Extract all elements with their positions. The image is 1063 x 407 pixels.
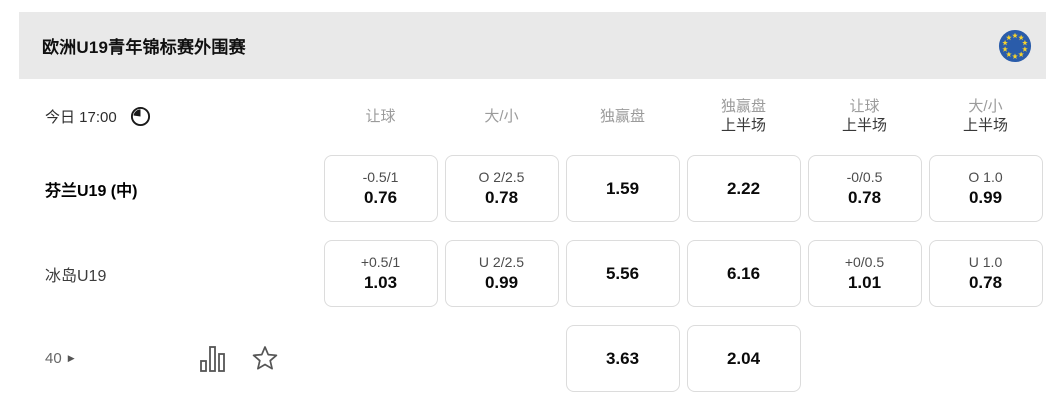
more-cell: 40 ▶ (19, 325, 320, 392)
kickoff-time: 今日 17:00 (45, 108, 117, 126)
odds-value: 0.76 (363, 188, 398, 207)
bar-chart-icon (199, 346, 225, 372)
odds-value: 3.63 (605, 348, 640, 368)
odds-value: 6.16 (726, 263, 761, 283)
odds-box-draw-first-half[interactable]: 2.04 (686, 325, 801, 392)
odds-box-win-home[interactable]: 1.59 (565, 155, 680, 222)
odds-value: 2.22 (726, 178, 761, 198)
col-header-handicap: 让球 (365, 107, 396, 125)
chevron-right-icon: ▶ (67, 353, 75, 363)
col-header-win-first-half: 独赢盘 上半场 (720, 98, 766, 134)
odds-box-handicap-first-half-away[interactable]: +0/0.5 1.01 (807, 240, 922, 307)
odds-value: 0.78 (484, 188, 519, 207)
col-header-handicap-first-half: 让球 上半场 (841, 98, 887, 134)
team-cell: 芬兰U19 (中) (19, 155, 320, 222)
col-header-over-under: 大/小 (484, 107, 519, 125)
draw-row: 40 ▶ 3.63 2.04 (19, 325, 1046, 392)
odds-label: O 1.0 (968, 169, 1003, 185)
match-row-away: 冰岛U19 +0.5/1 1.03 U 2/2.5 0.99 5.56 6.16… (19, 240, 1046, 307)
team-cell: 冰岛U19 (19, 240, 320, 307)
odds-value: 1.03 (363, 273, 398, 292)
team-name-away: 冰岛U19 (45, 267, 107, 285)
odds-box-draw[interactable]: 3.63 (565, 325, 680, 392)
odds-value: 0.99 (484, 273, 519, 292)
odds-label: -0.5/1 (362, 169, 399, 185)
odds-value: 1.01 (847, 273, 882, 292)
odds-box-handicap-home[interactable]: -0.5/1 0.76 (323, 155, 438, 222)
odds-label: O 2/2.5 (478, 169, 525, 185)
odds-page: 欧洲U19青年锦标赛外围赛 今日 17:00 (0, 12, 1063, 407)
odds-box-over-under-away[interactable]: U 2/2.5 0.99 (444, 240, 559, 307)
league-title: 欧洲U19青年锦标赛外围赛 (42, 38, 246, 57)
odds-value: 0.78 (847, 188, 882, 207)
col-header-win: 独赢盘 (599, 107, 645, 125)
odds-label: -0/0.5 (846, 169, 883, 185)
eu-flag-stars (1002, 32, 1028, 59)
clock-icon (130, 106, 150, 126)
star-icon (252, 346, 277, 370)
stats-button[interactable] (199, 344, 226, 373)
odds-box-handicap-away[interactable]: +0.5/1 1.03 (323, 240, 438, 307)
odds-value: 0.99 (968, 188, 1003, 207)
odds-box-win-away[interactable]: 5.56 (565, 240, 680, 307)
odds-label: U 2/2.5 (478, 254, 525, 270)
kickoff-cell: 今日 17:00 (19, 93, 320, 139)
favorite-button[interactable] (251, 344, 279, 373)
match-row-home: 芬兰U19 (中) -0.5/1 0.76 O 2/2.5 0.78 1.59 … (19, 155, 1046, 222)
league-header-bar[interactable]: 欧洲U19青年锦标赛外围赛 (19, 12, 1046, 79)
col-header-over-under-first-half: 大/小 上半场 (962, 98, 1008, 134)
more-markets-count: 40 (45, 350, 62, 367)
odds-value: 0.78 (968, 273, 1003, 292)
odds-label: +0.5/1 (360, 254, 401, 270)
odds-box-handicap-first-half-home[interactable]: -0/0.5 0.78 (807, 155, 922, 222)
odds-box-over-under-first-half-away[interactable]: U 1.0 0.78 (928, 240, 1043, 307)
more-markets-link[interactable]: 40 ▶ (45, 350, 75, 367)
odds-value: 2.04 (726, 348, 761, 368)
odds-box-win-first-half-home[interactable]: 2.22 (686, 155, 801, 222)
columns-header-row: 今日 17:00 让球 大/小 独赢盘 独赢盘 上半场 让球 上半场 大/小 上… (19, 93, 1046, 139)
team-name-home: 芬兰U19 (中) (45, 182, 138, 200)
eu-flag-icon (998, 29, 1032, 62)
odds-box-over-under-first-half-home[interactable]: O 1.0 0.99 (928, 155, 1043, 222)
odds-box-win-first-half-away[interactable]: 6.16 (686, 240, 801, 307)
odds-value: 5.56 (605, 263, 640, 283)
odds-label: U 1.0 (968, 254, 1003, 270)
odds-value: 1.59 (605, 178, 640, 198)
odds-box-over-under-home[interactable]: O 2/2.5 0.78 (444, 155, 559, 222)
odds-label: +0/0.5 (844, 254, 885, 270)
